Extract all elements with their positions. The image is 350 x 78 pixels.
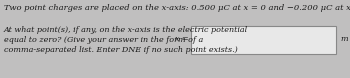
Text: comma-separated list. Enter DNE if no such point exists.): comma-separated list. Enter DNE if no su… (4, 46, 238, 54)
Text: m: m (340, 35, 348, 43)
Text: At what point(s), if any, on the x-axis is the electric potential: At what point(s), if any, on the x-axis … (4, 26, 248, 34)
Text: x =: x = (175, 35, 189, 43)
Text: equal to zero? (Give your answer in the form of a: equal to zero? (Give your answer in the … (4, 36, 203, 44)
FancyBboxPatch shape (191, 26, 336, 54)
Text: Two point charges are placed on the x-axis: 0.500 μC at x = 0 and −0.200 μC at x: Two point charges are placed on the x-ax… (4, 4, 350, 12)
